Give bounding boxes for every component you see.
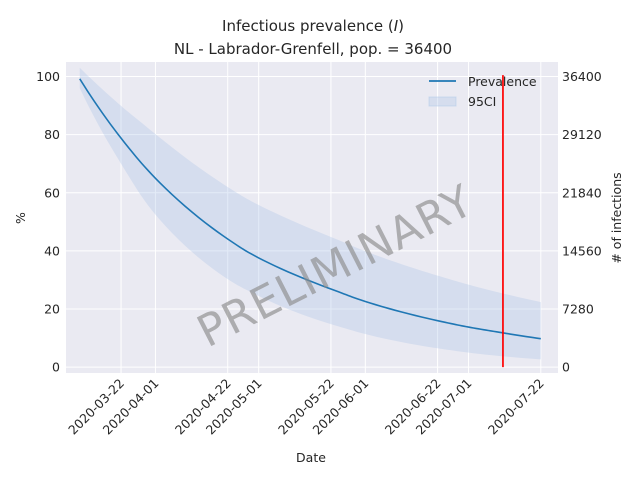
legend-label-95ci: 95CI (468, 94, 496, 109)
y-tick-label: 20 (44, 302, 60, 317)
chart-title-line2: NL - Labrador-Grenfell, pop. = 36400 (174, 40, 452, 58)
y-tick-label: 0 (52, 360, 60, 375)
y2-tick-label: 14560 (562, 243, 602, 258)
y2-axis-ticks: 0 7280 14560 21840 29120 36400 (562, 69, 602, 375)
ci-band-group (79, 67, 541, 360)
legend: Prevalence 95CI (428, 74, 537, 109)
y2-tick-label: 29120 (562, 127, 602, 142)
y-tick-label: 80 (44, 127, 60, 142)
chart-title-line1: Infectious prevalence (I) (222, 17, 404, 35)
y2-tick-label: 21840 (562, 185, 602, 200)
gridlines (66, 62, 558, 373)
plot-area (66, 62, 558, 373)
y-axis-label: % (13, 212, 28, 224)
legend-band-swatch (428, 96, 457, 107)
y2-axis-label: # of infections (609, 172, 624, 263)
prevalence-line (79, 78, 541, 340)
y-tick-label: 40 (44, 243, 60, 258)
y-tick-label: 100 (36, 69, 60, 84)
prevalence-line-group (79, 78, 541, 340)
y2-tick-label: 36400 (562, 69, 602, 84)
x-axis-label: Date (296, 450, 326, 465)
y-tick-label: 60 (44, 185, 60, 200)
legend-label-prevalence: Prevalence (468, 74, 537, 89)
y2-tick-label: 0 (562, 360, 570, 375)
y2-tick-label: 7280 (562, 302, 594, 317)
y-axis-ticks: 0 20 40 60 80 100 (36, 69, 60, 375)
ci-band (79, 67, 541, 360)
